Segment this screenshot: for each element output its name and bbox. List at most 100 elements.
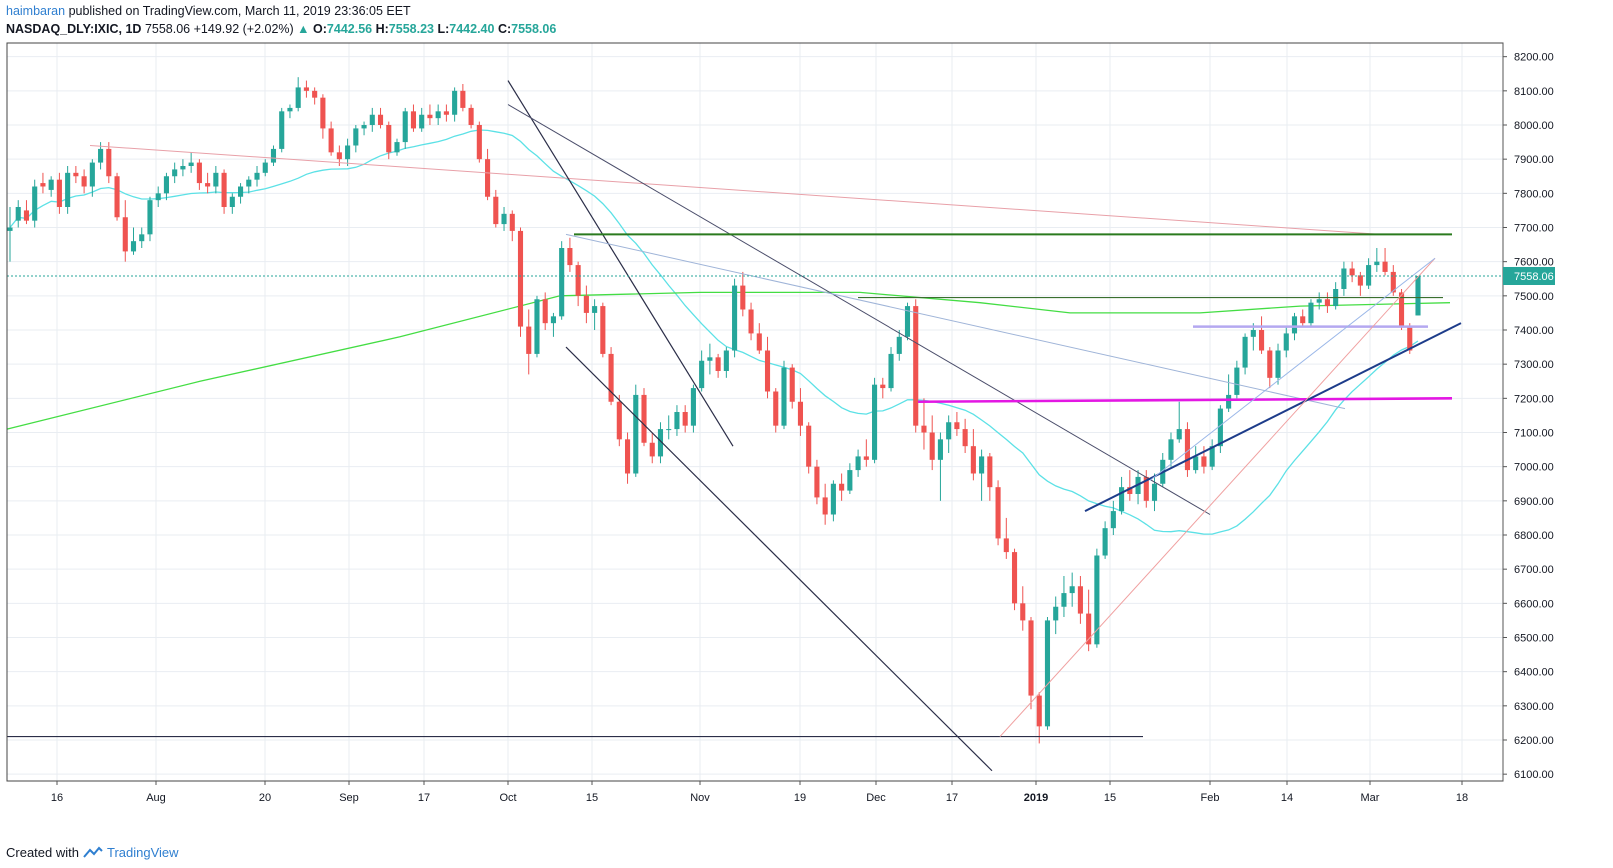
candle[interactable] <box>550 312 556 337</box>
candle[interactable] <box>814 459 820 505</box>
candle[interactable] <box>443 104 449 122</box>
candle[interactable] <box>312 87 318 105</box>
candle[interactable] <box>172 162 178 184</box>
candle[interactable] <box>1217 405 1223 453</box>
candle[interactable] <box>641 388 647 447</box>
candle[interactable] <box>600 302 606 358</box>
candle[interactable] <box>435 104 441 126</box>
candle[interactable] <box>73 166 79 184</box>
candle[interactable] <box>287 104 293 119</box>
candle[interactable] <box>7 207 13 262</box>
candle[interactable] <box>501 207 507 231</box>
candle[interactable] <box>1242 333 1248 375</box>
candle[interactable] <box>188 152 194 173</box>
candle[interactable] <box>666 415 672 440</box>
candle[interactable] <box>254 166 260 187</box>
candle[interactable] <box>1053 596 1059 635</box>
candle[interactable] <box>1135 470 1141 505</box>
candle[interactable] <box>773 388 779 433</box>
candle[interactable] <box>1316 292 1322 310</box>
candle[interactable] <box>114 172 120 221</box>
candle[interactable] <box>509 210 515 242</box>
candle[interactable] <box>534 295 540 358</box>
candle[interactable] <box>1267 347 1273 389</box>
candle[interactable] <box>23 200 30 225</box>
candle[interactable] <box>279 107 285 153</box>
candle[interactable] <box>624 432 631 484</box>
candle[interactable] <box>1020 586 1026 631</box>
candle[interactable] <box>1176 401 1182 443</box>
candle[interactable] <box>361 121 367 136</box>
candle[interactable] <box>1349 261 1355 283</box>
candle[interactable] <box>468 104 474 129</box>
candle[interactable] <box>616 394 622 447</box>
candle[interactable] <box>1259 316 1265 354</box>
candle[interactable] <box>781 360 787 430</box>
candle[interactable] <box>896 330 902 361</box>
candle[interactable] <box>559 241 565 320</box>
candle[interactable] <box>608 347 614 406</box>
candle[interactable] <box>320 94 326 139</box>
candle[interactable] <box>690 384 696 433</box>
candle[interactable] <box>402 107 408 149</box>
candle[interactable] <box>657 422 664 464</box>
candle[interactable] <box>1283 326 1289 358</box>
candle[interactable] <box>1061 576 1067 617</box>
candle[interactable] <box>386 121 392 160</box>
candle[interactable] <box>1234 360 1240 399</box>
candle[interactable] <box>1036 692 1042 744</box>
candle[interactable] <box>485 148 491 201</box>
candle[interactable] <box>40 172 46 194</box>
candle[interactable] <box>756 323 762 354</box>
candle[interactable] <box>246 176 252 194</box>
candle[interactable] <box>1143 470 1149 508</box>
candle[interactable] <box>1044 617 1051 730</box>
candle[interactable] <box>460 84 466 112</box>
candle[interactable] <box>1366 258 1372 289</box>
candle[interactable] <box>270 145 277 167</box>
candle[interactable] <box>863 439 869 467</box>
candle[interactable] <box>106 142 112 184</box>
candle[interactable] <box>65 166 71 214</box>
candle[interactable] <box>221 169 227 214</box>
candle[interactable] <box>1308 299 1314 327</box>
candle[interactable] <box>880 377 886 399</box>
candle[interactable] <box>1193 446 1199 474</box>
candle[interactable] <box>394 138 400 156</box>
candles[interactable] <box>7 77 1421 744</box>
candle[interactable] <box>1086 589 1092 652</box>
candle[interactable] <box>682 405 688 433</box>
candle[interactable] <box>748 302 754 341</box>
candle[interactable] <box>89 159 95 197</box>
candle[interactable] <box>213 166 219 194</box>
candle[interactable] <box>155 186 161 208</box>
candle[interactable] <box>419 107 425 132</box>
candle[interactable] <box>855 449 861 477</box>
candle[interactable] <box>1102 521 1108 559</box>
candle[interactable] <box>1151 473 1158 512</box>
candle[interactable] <box>715 353 721 378</box>
candle[interactable] <box>452 87 458 122</box>
candle[interactable] <box>1094 548 1100 648</box>
candle[interactable] <box>48 176 54 197</box>
candle[interactable] <box>1398 289 1405 330</box>
candle[interactable] <box>723 347 729 378</box>
candle[interactable] <box>633 384 639 477</box>
candle[interactable] <box>937 432 943 501</box>
candle[interactable] <box>921 398 927 450</box>
candle[interactable] <box>1209 439 1215 471</box>
candle[interactable] <box>904 302 911 341</box>
candle[interactable] <box>789 364 795 409</box>
candle[interactable] <box>122 200 128 262</box>
author-name[interactable]: haimbaran <box>6 4 66 18</box>
candle[interactable] <box>1415 275 1421 316</box>
candle[interactable] <box>493 189 499 228</box>
candle[interactable] <box>81 169 87 194</box>
candle[interactable] <box>369 107 375 132</box>
candle[interactable] <box>1127 470 1133 501</box>
candle[interactable] <box>1382 248 1388 276</box>
candle[interactable] <box>303 80 309 98</box>
candle[interactable] <box>946 415 952 453</box>
candle[interactable] <box>872 377 878 464</box>
